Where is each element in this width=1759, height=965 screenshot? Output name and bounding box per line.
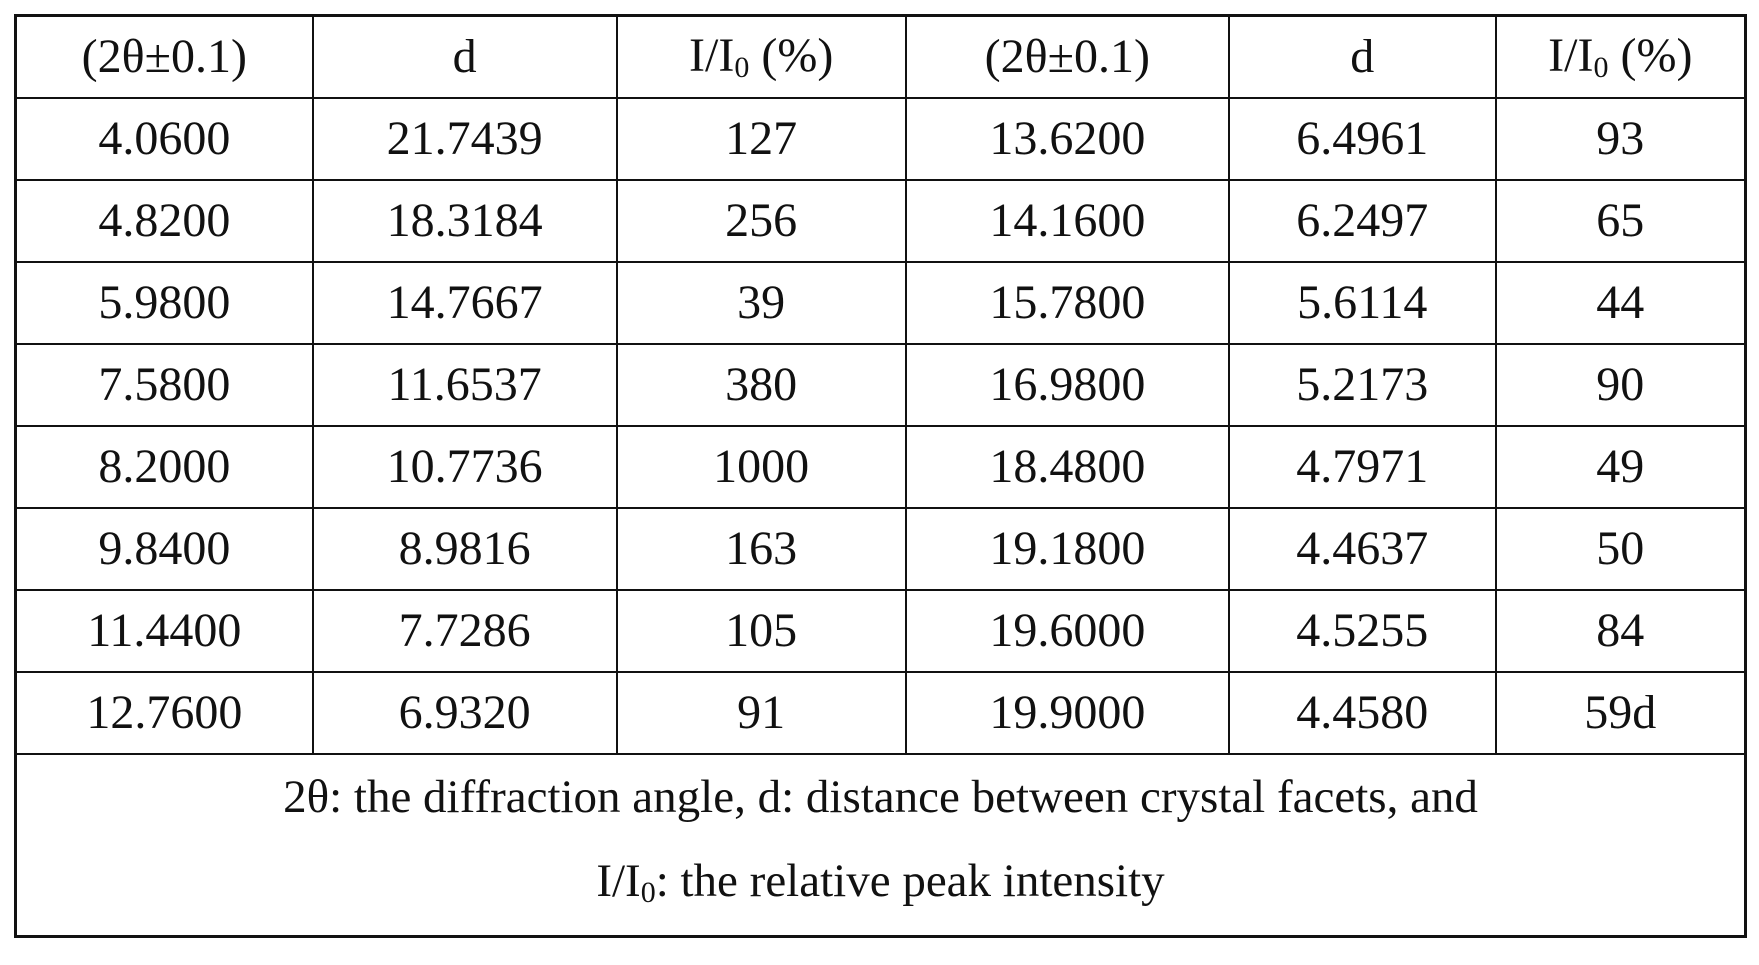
header-text: d — [453, 30, 477, 83]
header-two-theta: (2θ±0.1) — [16, 16, 313, 99]
relative-intensity-cell: 105 — [617, 590, 906, 672]
header-subscript: 0 — [734, 51, 749, 84]
table-row: 12.76006.93209119.90004.458059d — [16, 672, 1746, 754]
d-spacing-cell: 4.4637 — [1229, 508, 1496, 590]
table-row: 4.820018.318425614.16006.249765 — [16, 180, 1746, 262]
d-spacing-cell: 11.6537 — [313, 344, 617, 426]
two-theta-cell: 14.1600 — [906, 180, 1229, 262]
relative-intensity-cell: 256 — [617, 180, 906, 262]
two-theta-cell: 19.1800 — [906, 508, 1229, 590]
d-spacing-cell: 6.9320 — [313, 672, 617, 754]
table-body: 4.060021.743912713.62006.4961934.820018.… — [16, 98, 1746, 754]
footnote-term: I/I — [596, 855, 640, 907]
relative-intensity-cell: 44 — [1496, 262, 1746, 344]
header-unit: (%) — [1608, 29, 1692, 82]
relative-intensity-cell: 380 — [617, 344, 906, 426]
d-spacing-cell: 21.7439 — [313, 98, 617, 180]
two-theta-cell: 11.4400 — [16, 590, 313, 672]
footnote-subscript: 0 — [641, 876, 656, 909]
footnote-line-1: 2θ: the diffraction angle, d: distance b… — [47, 755, 1714, 839]
two-theta-cell: 13.6200 — [906, 98, 1229, 180]
two-theta-cell: 15.7800 — [906, 262, 1229, 344]
relative-intensity-cell: 50 — [1496, 508, 1746, 590]
header-d-spacing: d — [313, 16, 617, 99]
header-subscript: 0 — [1593, 51, 1608, 84]
two-theta-cell: 8.2000 — [16, 426, 313, 508]
relative-intensity-cell: 39 — [617, 262, 906, 344]
header-text: (2θ±0.1) — [985, 30, 1150, 83]
header-d-spacing: d — [1229, 16, 1496, 99]
d-spacing-cell: 4.4580 — [1229, 672, 1496, 754]
header-unit: (%) — [749, 29, 833, 82]
table-row: 7.580011.653738016.98005.217390 — [16, 344, 1746, 426]
relative-intensity-cell: 90 — [1496, 344, 1746, 426]
relative-intensity-cell: 163 — [617, 508, 906, 590]
relative-intensity-cell: 93 — [1496, 98, 1746, 180]
xrd-peak-table: (2θ±0.1) d I/I0 (%) (2θ±0.1) d I/I0 (%) … — [14, 14, 1747, 938]
footnote-row: 2θ: the diffraction angle, d: distance b… — [16, 754, 1746, 937]
table-row: 11.44007.728610519.60004.525584 — [16, 590, 1746, 672]
d-spacing-cell: 6.2497 — [1229, 180, 1496, 262]
d-spacing-cell: 10.7736 — [313, 426, 617, 508]
relative-intensity-cell: 91 — [617, 672, 906, 754]
footnote-cell: 2θ: the diffraction angle, d: distance b… — [16, 754, 1746, 937]
d-spacing-cell: 8.9816 — [313, 508, 617, 590]
d-spacing-cell: 14.7667 — [313, 262, 617, 344]
table-row: 8.200010.7736100018.48004.797149 — [16, 426, 1746, 508]
table-row: 5.980014.76673915.78005.611444 — [16, 262, 1746, 344]
header-text: d — [1350, 30, 1374, 83]
two-theta-cell: 16.9800 — [906, 344, 1229, 426]
two-theta-cell: 4.8200 — [16, 180, 313, 262]
header-relative-intensity: I/I0 (%) — [1496, 16, 1746, 99]
relative-intensity-cell: 84 — [1496, 590, 1746, 672]
d-spacing-cell: 4.7971 — [1229, 426, 1496, 508]
d-spacing-cell: 5.2173 — [1229, 344, 1496, 426]
two-theta-cell: 5.9800 — [16, 262, 313, 344]
header-text: I/I — [689, 29, 734, 82]
header-two-theta: (2θ±0.1) — [906, 16, 1229, 99]
two-theta-cell: 12.7600 — [16, 672, 313, 754]
relative-intensity-cell: 65 — [1496, 180, 1746, 262]
header-text: (2θ±0.1) — [82, 30, 247, 83]
d-spacing-cell: 7.7286 — [313, 590, 617, 672]
two-theta-cell: 9.8400 — [16, 508, 313, 590]
two-theta-cell: 18.4800 — [906, 426, 1229, 508]
d-spacing-cell: 5.6114 — [1229, 262, 1496, 344]
two-theta-cell: 4.0600 — [16, 98, 313, 180]
two-theta-cell: 7.5800 — [16, 344, 313, 426]
table-header: (2θ±0.1) d I/I0 (%) (2θ±0.1) d I/I0 (%) — [16, 16, 1746, 99]
table-footer: 2θ: the diffraction angle, d: distance b… — [16, 754, 1746, 937]
footnote-definition: : the relative peak intensity — [656, 855, 1165, 907]
relative-intensity-cell: 49 — [1496, 426, 1746, 508]
table-row: 9.84008.981616319.18004.463750 — [16, 508, 1746, 590]
d-spacing-cell: 18.3184 — [313, 180, 617, 262]
table-row: 4.060021.743912713.62006.496193 — [16, 98, 1746, 180]
d-spacing-cell: 4.5255 — [1229, 590, 1496, 672]
relative-intensity-cell: 127 — [617, 98, 906, 180]
footnote-line-2: I/I0: the relative peak intensity — [47, 839, 1714, 935]
header-row: (2θ±0.1) d I/I0 (%) (2θ±0.1) d I/I0 (%) — [16, 16, 1746, 99]
relative-intensity-cell: 59d — [1496, 672, 1746, 754]
header-text: I/I — [1548, 29, 1593, 82]
two-theta-cell: 19.6000 — [906, 590, 1229, 672]
two-theta-cell: 19.9000 — [906, 672, 1229, 754]
relative-intensity-cell: 1000 — [617, 426, 906, 508]
header-relative-intensity: I/I0 (%) — [617, 16, 906, 99]
d-spacing-cell: 6.4961 — [1229, 98, 1496, 180]
